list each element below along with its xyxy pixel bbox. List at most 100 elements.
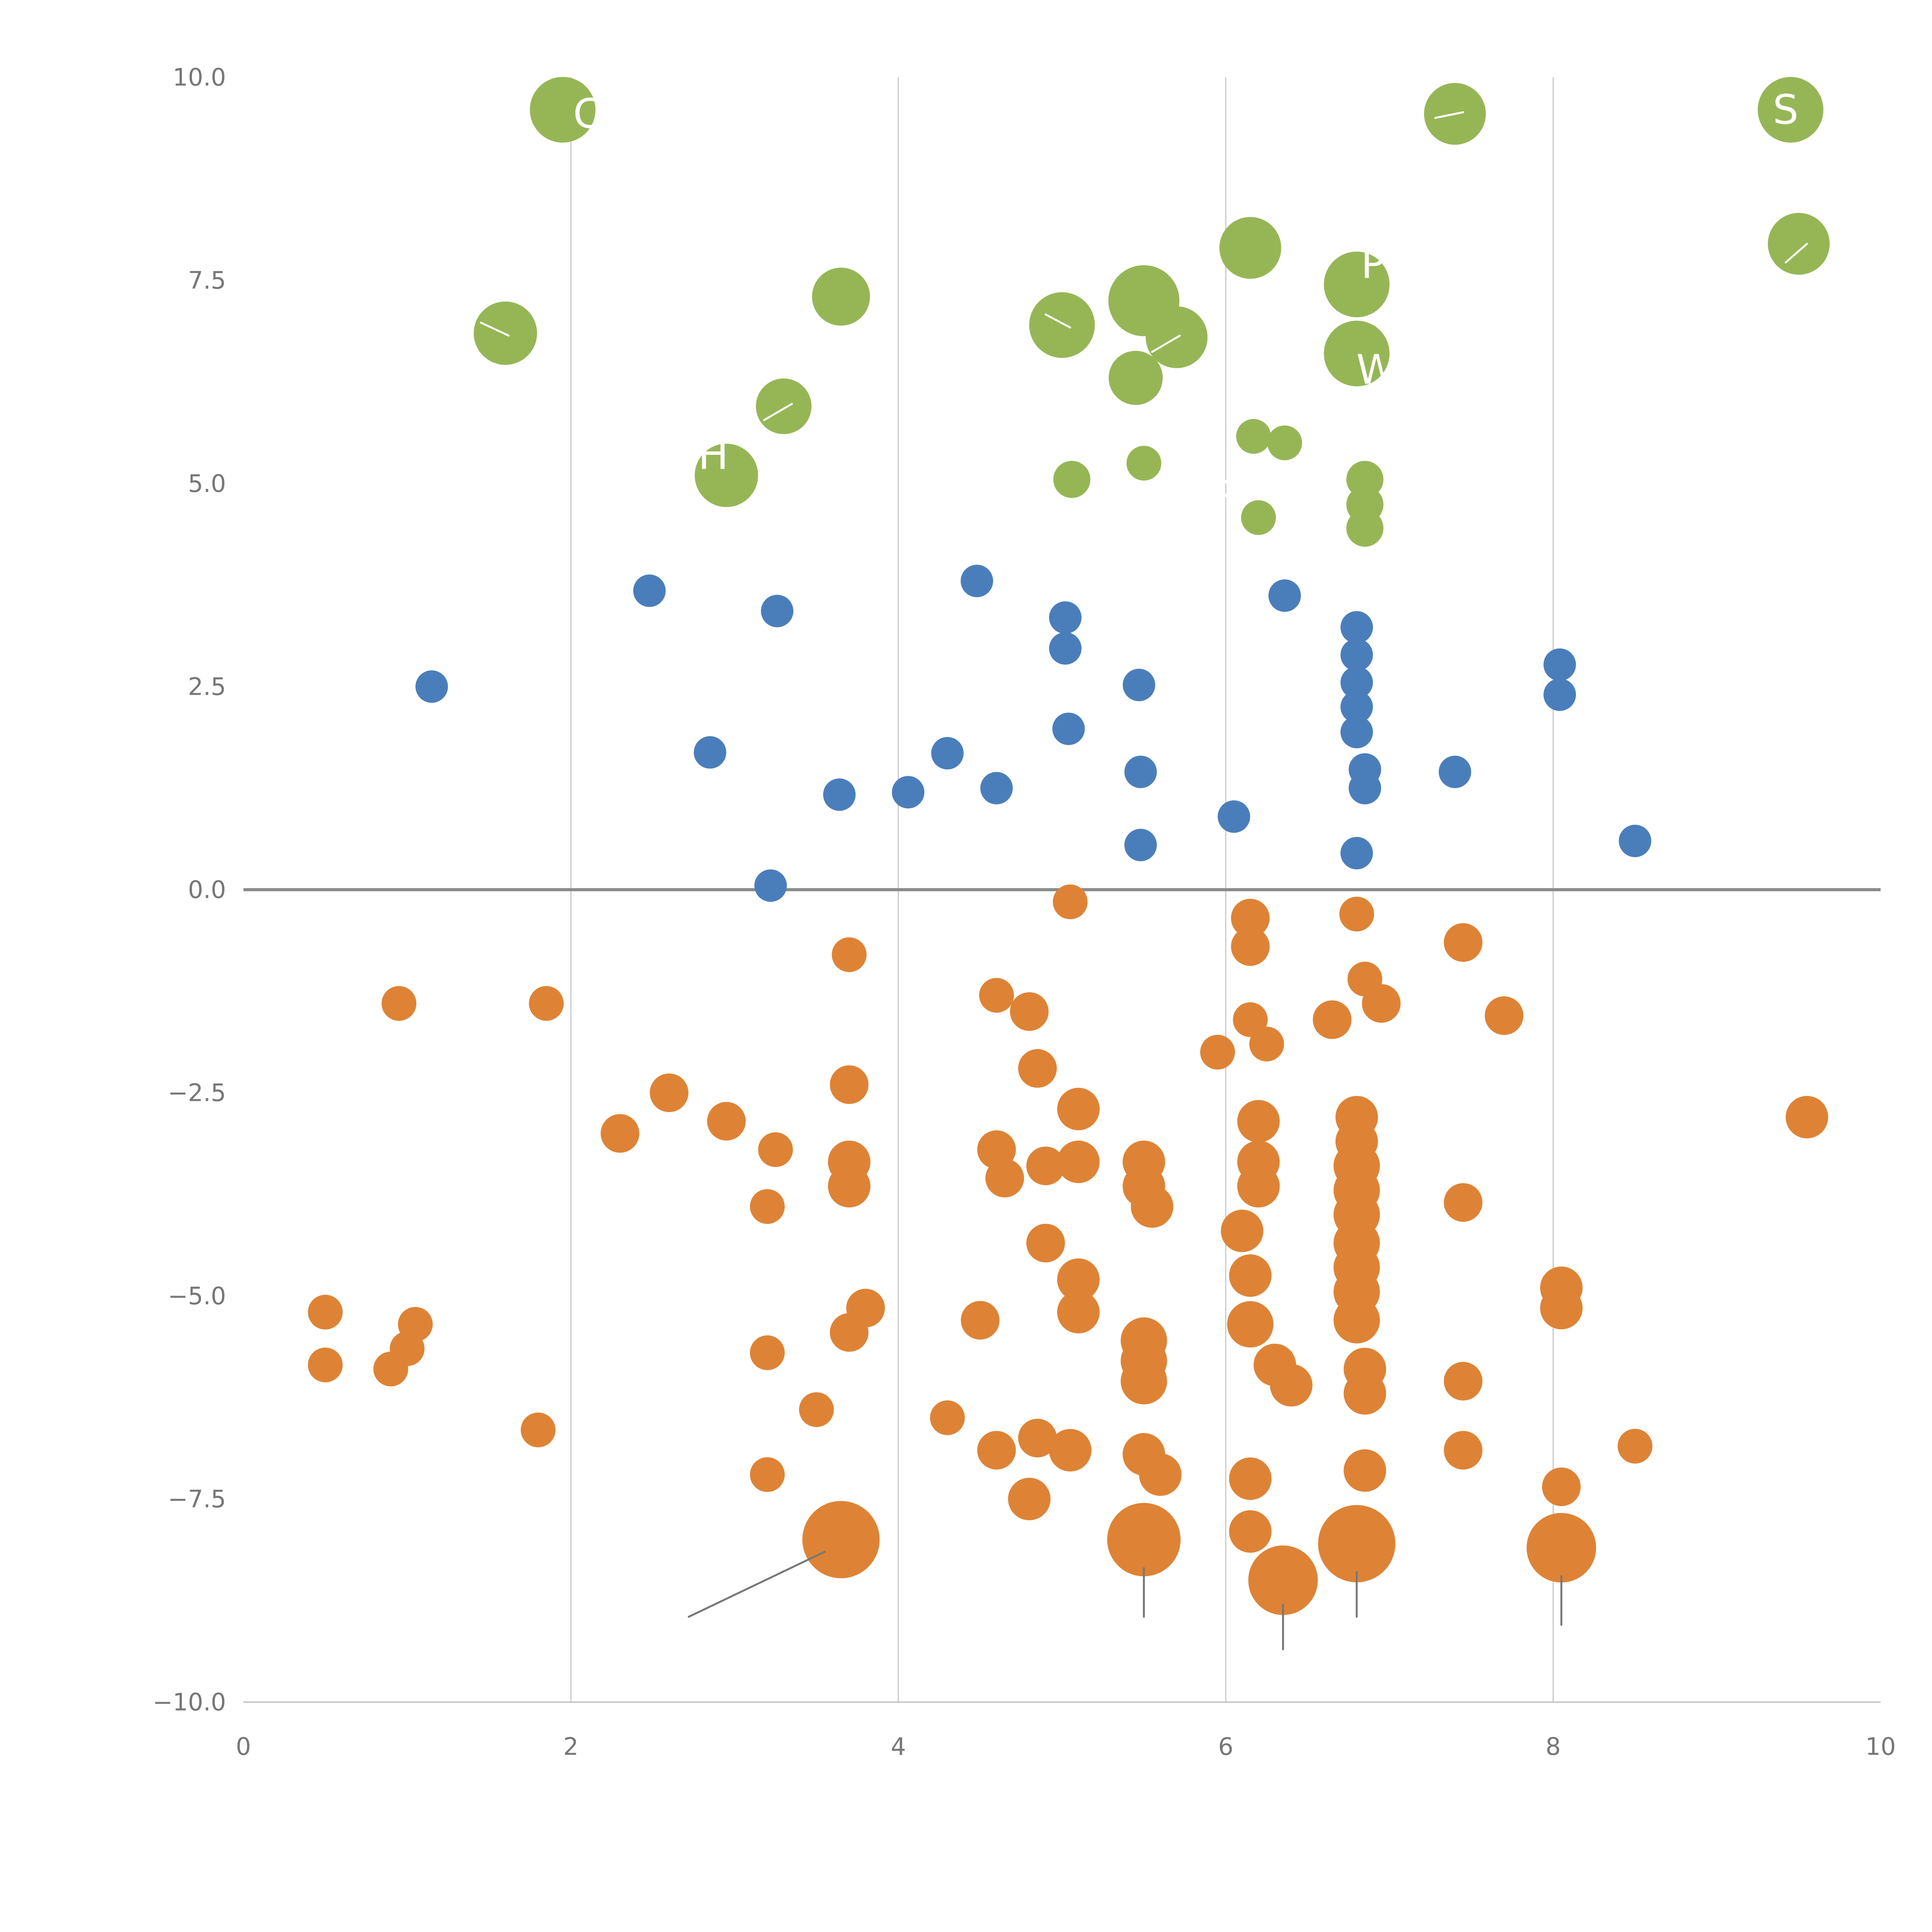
data-point-orange-group [832,937,867,972]
data-point-green-group [694,444,758,507]
bubble-label: S [1106,468,1132,515]
data-point-orange-group [1026,1224,1065,1263]
data-point-orange-group [930,1400,965,1435]
data-point-orange-group [600,1114,639,1153]
data-point-orange-group [308,1294,343,1330]
data-point-green-group [1768,213,1830,275]
data-point-green-group [530,77,596,143]
x-tick-label: 4 [891,1732,906,1760]
data-point-blue-group [1340,611,1373,644]
x-tick-label: 8 [1546,1732,1561,1760]
data-point-green-group [1267,425,1302,461]
data-point-orange-group [1131,1185,1173,1228]
bubble-label: C [573,90,601,138]
data-point-green-group [1126,446,1162,481]
data-point-orange-group [1237,1165,1280,1208]
data-point-orange-group [1237,1100,1280,1143]
data-point-orange-group [1229,1510,1272,1553]
data-point-orange-group [381,986,417,1021]
y-tick-label: 10.0 [173,63,226,92]
data-point-green-group [1029,292,1095,358]
data-point-orange-group [1121,1358,1167,1405]
data-point-orange-group [1313,1000,1352,1039]
data-point-orange-group [1318,1505,1396,1583]
data-point-blue-group [980,772,1013,804]
y-tick-label: −7.5 [168,1485,226,1513]
data-point-orange-group [308,1347,343,1383]
data-point-blue-group [754,869,787,902]
data-point-orange-group [1786,1096,1828,1139]
data-point-blue-group [1124,755,1157,788]
data-point-blue-group [892,776,925,809]
data-point-blue-group [1340,837,1373,869]
data-point-orange-group [1057,1088,1100,1131]
leader-line [1044,313,1071,329]
data-point-orange-group [1018,1049,1057,1088]
data-point-orange-group [750,1457,785,1492]
data-point-blue-group [1218,800,1250,833]
data-point-orange-group [1617,1429,1653,1464]
data-point-orange-group [1542,1467,1581,1506]
data-point-orange-group [1485,996,1524,1035]
data-point-orange-group [1057,1140,1100,1183]
data-point-blue-group [1340,666,1373,699]
data-point-blue-group [1340,638,1373,671]
data-point-orange-group [529,986,564,1021]
data-point-blue-group [1049,601,1082,634]
data-point-orange-group [1526,1513,1596,1583]
data-point-orange-group [1026,1146,1065,1185]
y-tick-label: −10.0 [153,1688,226,1716]
data-point-blue-group [1268,579,1301,612]
data-point-blue-group [1619,825,1651,857]
bubble-label: S [1773,86,1799,133]
data-point-orange-group [1233,1002,1268,1037]
data-point-orange-group [758,1132,793,1167]
data-point-green-group [1324,320,1390,386]
data-point-orange-group [1249,1026,1284,1061]
data-point-blue-group [633,574,666,607]
data-point-orange-group [1018,1418,1057,1458]
y-tick-label: 5.0 [188,469,226,498]
data-point-orange-group [1444,923,1483,962]
data-point-orange-group [389,1331,425,1366]
bubble-label: H [698,432,729,479]
data-point-green-group [1324,252,1390,318]
data-point-orange-group [830,1065,869,1104]
data-point-green-group [1109,350,1163,405]
data-point-orange-group [707,1102,746,1141]
data-point-orange-group [1444,1431,1483,1470]
data-point-orange-group [1231,927,1270,966]
data-point-green-group [1241,500,1276,535]
y-tick-label: 0.0 [188,876,226,904]
data-point-orange-group [1057,1291,1100,1333]
data-point-green-group [756,378,812,434]
data-point-orange-group [985,1158,1024,1197]
data-point-blue-group [1049,632,1082,665]
data-point-orange-group [1200,1035,1235,1070]
x-tick-label: 6 [1218,1732,1233,1760]
data-point-blue-group [1439,755,1471,788]
data-point-green-group [1236,419,1271,454]
data-point-orange-group [1010,992,1049,1031]
data-point-blue-group [1340,690,1373,723]
data-point-orange-group [750,1189,785,1224]
data-point-blue-group [761,595,794,628]
data-point-orange-group [1270,1364,1313,1407]
data-point-orange-group [1229,1457,1272,1500]
leader-line [1784,243,1808,264]
data-point-blue-group [931,737,964,770]
data-point-blue-group [415,670,448,703]
data-point-blue-group [1052,713,1085,745]
data-point-orange-group [1227,1301,1274,1348]
data-point-green-group [1757,77,1823,143]
data-point-blue-group [1122,668,1155,701]
data-point-orange-group [1107,1503,1181,1577]
data-point-blue-group [694,736,726,769]
bubble-label: W [1356,346,1396,393]
data-point-orange-group [802,1501,880,1578]
bubble-label: P [1361,241,1385,288]
data-point-orange-group [1444,1362,1483,1401]
data-point-orange-group [828,1165,871,1208]
data-point-orange-group [1248,1545,1318,1615]
